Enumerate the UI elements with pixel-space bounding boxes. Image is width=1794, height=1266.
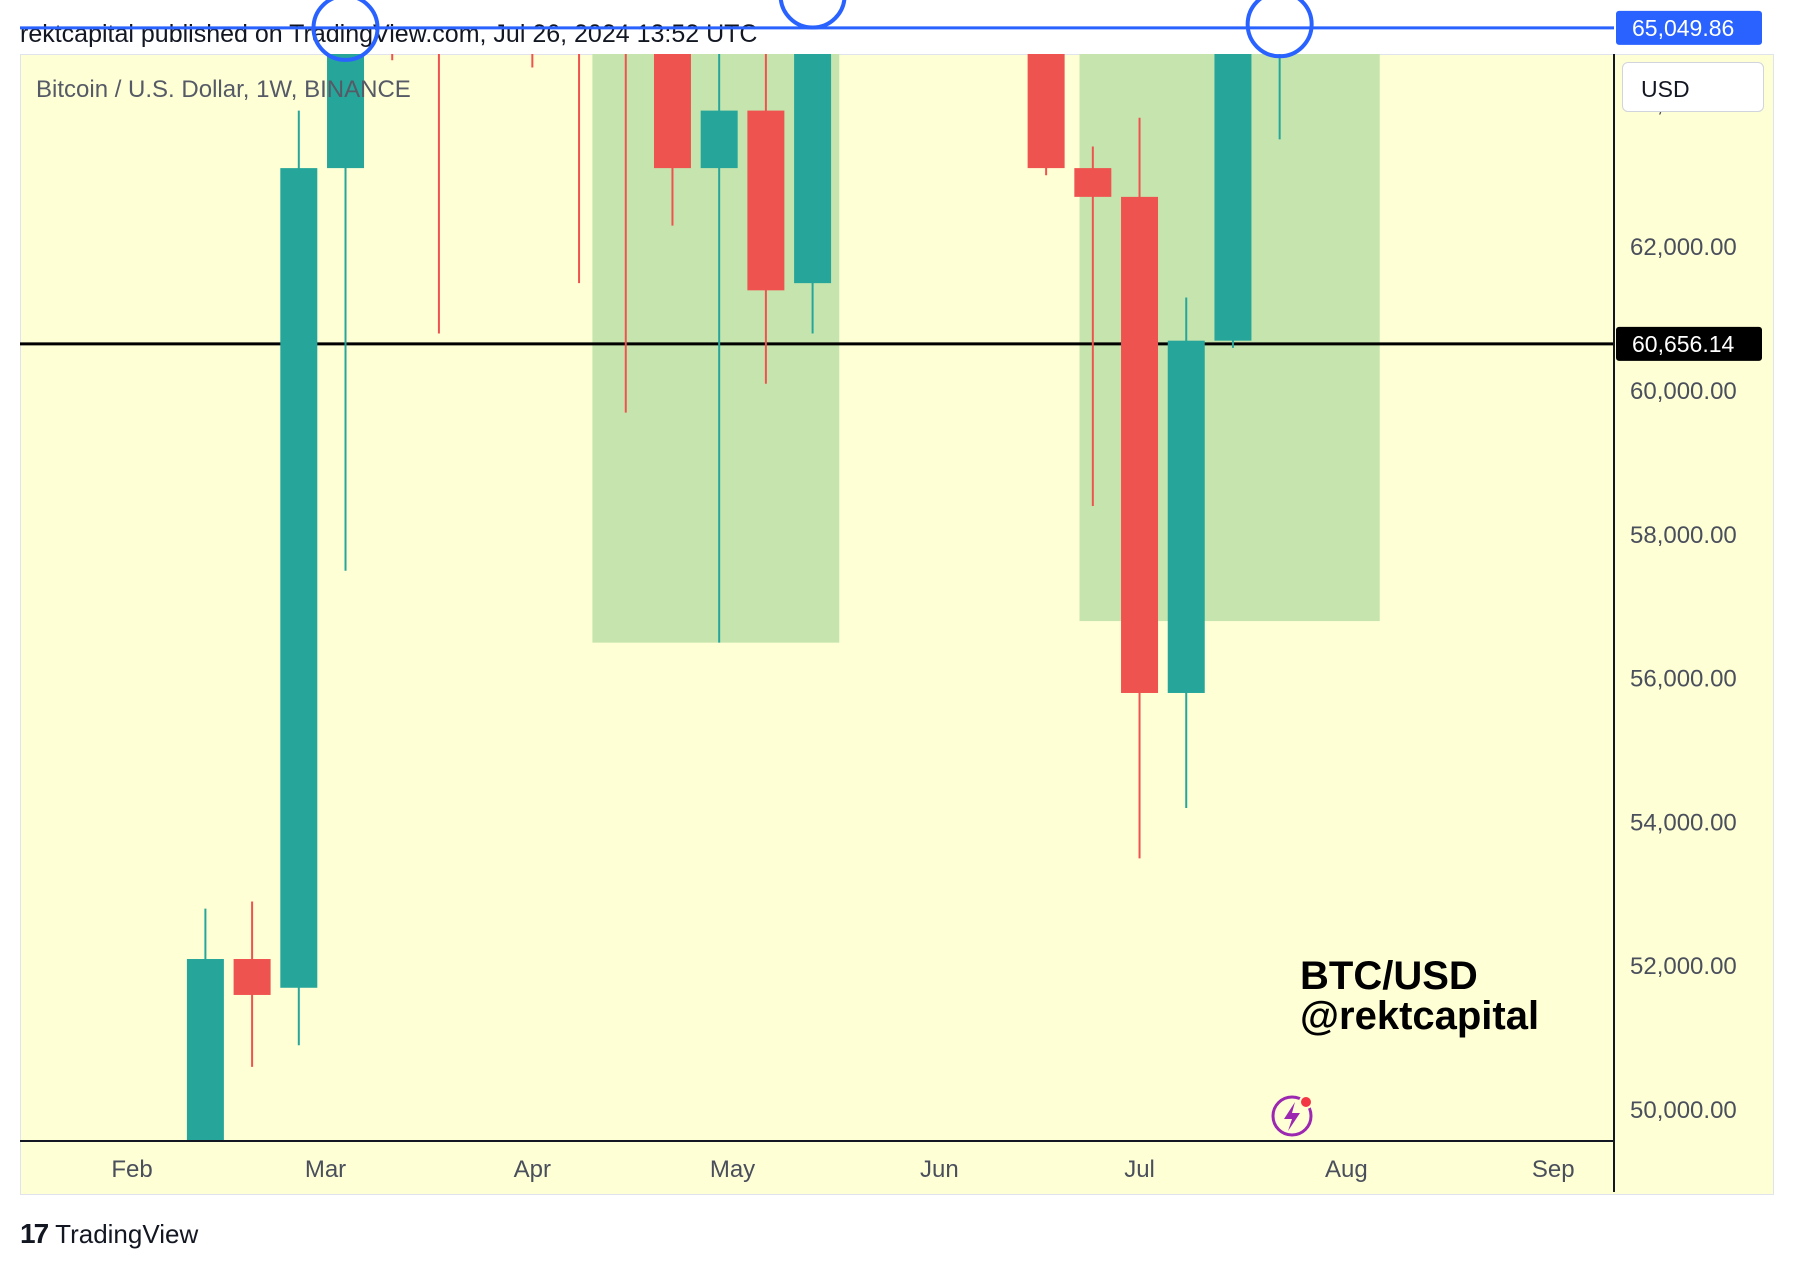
price-tick-label: 56,000.00 [1630, 666, 1737, 693]
circles-layer [311, 0, 1314, 62]
candle-body [1027, 54, 1065, 169]
publish-header: rektcapital published on TradingView.com… [20, 20, 758, 48]
watermark-line2: @rektcapital [1300, 994, 1539, 1038]
price-tick-label: 52,000.00 [1630, 953, 1737, 980]
candle-body [653, 54, 691, 169]
candle-body [1214, 54, 1252, 341]
month-label: Feb [111, 1156, 152, 1183]
candle [607, 0, 644, 413]
candle-body [1167, 340, 1205, 693]
watermark-line1: BTC/USD [1300, 954, 1478, 998]
candle [1214, 54, 1252, 348]
tradingview-logo-icon: 17 [20, 1218, 49, 1249]
price-tag-box [1616, 326, 1762, 361]
time-axis: Feb Mar Apr May Jun Jul Aug Sep [111, 1156, 1574, 1183]
candle [794, 54, 832, 334]
month-label: Mar [305, 1156, 346, 1183]
lightning-icon[interactable] [1271, 1095, 1313, 1137]
price-tick-label: 50,000.00 [1630, 1097, 1737, 1124]
candle [700, 54, 738, 643]
month-label: May [710, 1156, 755, 1183]
candle-body [327, 54, 365, 169]
candle-body [607, 0, 644, 39]
highlight-circle [311, 0, 380, 62]
month-label: Sep [1532, 1156, 1575, 1183]
candle-body [280, 168, 318, 988]
candle [1167, 297, 1205, 809]
footer-brand-label: TradingView [55, 1218, 199, 1249]
currency-selector[interactable]: USD [1622, 62, 1764, 112]
candle [233, 901, 271, 1067]
highlight-circle [1245, 0, 1314, 59]
candle [280, 110, 318, 1046]
candle [747, 54, 785, 384]
candle [531, 54, 534, 68]
price-tick-label: 60,000.00 [1630, 378, 1737, 405]
month-label: Jun [920, 1156, 959, 1183]
watermark: BTC/USD @rektcapital [1300, 954, 1539, 1038]
candle [186, 908, 224, 1141]
zones-layer [285, 0, 1540, 643]
candle-body [1074, 168, 1112, 197]
price-axis: 76,000.0074,000.0072,000.0070,000.0066,0… [20, 54, 1737, 1192]
candle [1074, 146, 1112, 507]
candle [437, 54, 440, 334]
candle-body [747, 110, 785, 291]
candle [1121, 117, 1159, 859]
price-tag-box [1616, 10, 1762, 45]
candle-body [233, 959, 271, 995]
highlight-circle [778, 0, 847, 30]
candle [1027, 54, 1065, 176]
candle-body [794, 54, 832, 284]
symbol-title: Bitcoin / U.S. Dollar, 1W, BINANCE [36, 76, 411, 103]
month-label: Aug [1325, 1156, 1368, 1183]
candle [1278, 54, 1281, 140]
price-tag-label: 60,656.14 [1632, 331, 1735, 357]
resistance-zone [839, 0, 1079, 24]
resistance-zone [1240, 0, 1540, 24]
candle-body [700, 110, 738, 169]
month-label: Apr [514, 1156, 551, 1183]
resistance-zone [285, 0, 685, 17]
candles-layer [186, 0, 1281, 1141]
month-label: Jul [1124, 1156, 1155, 1183]
price-tick-label: 54,000.00 [1630, 809, 1737, 836]
price-tick-label: 62,000.00 [1630, 234, 1737, 261]
candle-body [1121, 196, 1159, 693]
price-tick-label: 58,000.00 [1630, 522, 1737, 549]
candle [327, 54, 365, 571]
candle-body [186, 959, 224, 1141]
footer-brand[interactable]: 17 TradingView [20, 1218, 198, 1250]
candle [653, 54, 691, 226]
price-tag-label: 65,049.86 [1632, 15, 1734, 41]
candle [578, 54, 581, 284]
